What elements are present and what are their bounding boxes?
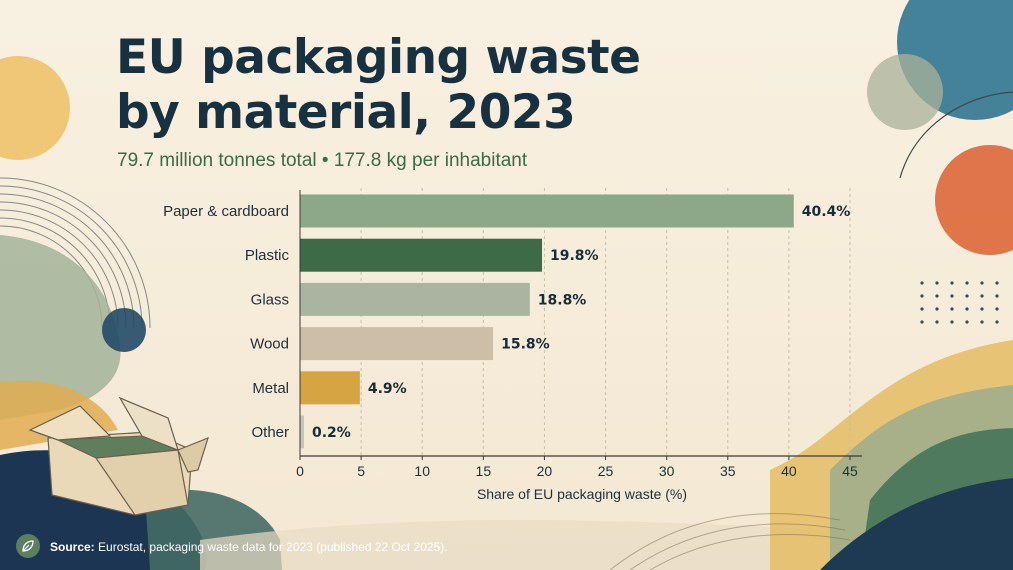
x-tick-label-8: 40 <box>781 463 797 479</box>
value-label-0: 40.4% <box>802 204 851 220</box>
x-tick-label-3: 15 <box>476 463 492 479</box>
category-label-1: Plastic <box>245 247 290 264</box>
source-note: Source: Eurostat, packaging waste data f… <box>50 540 448 554</box>
source-label: Source: <box>50 540 95 554</box>
bar-0 <box>300 194 794 228</box>
decor-wave-lines <box>609 513 851 570</box>
value-label-5: 0.2% <box>312 425 351 441</box>
bar-1 <box>300 238 542 272</box>
decor-dot-navy <box>102 308 146 352</box>
category-label-4: Metal <box>252 380 289 397</box>
category-label-0: Paper & cardboard <box>163 203 289 220</box>
value-label-1: 19.8% <box>550 248 599 264</box>
chart-title-line-1: EU packaging waste <box>116 30 641 85</box>
value-label-4: 4.9% <box>368 381 407 397</box>
category-label-5: Other <box>251 424 289 441</box>
decor-dot-grid <box>920 281 999 324</box>
category-label-2: Glass <box>251 291 289 308</box>
chart-title: EU packaging waste by material, 2023 <box>116 30 736 140</box>
value-label-2: 18.8% <box>538 292 587 308</box>
decor-sun-yellow <box>0 56 70 160</box>
source-text: Eurostat, packaging waste data for 2023 … <box>98 540 448 554</box>
chart-gridlines <box>360 188 851 456</box>
cardboard-box-icon <box>28 396 209 516</box>
decor-arc-line <box>899 91 1013 179</box>
bar-5 <box>300 415 304 449</box>
chart-value-labels: 40.4% 19.8% 18.8% 15.8% 4.9% 0.2% <box>312 204 850 441</box>
decor-hill-navy-right <box>820 478 1013 570</box>
bar-2 <box>300 282 530 316</box>
category-label-3: Wood <box>250 336 289 353</box>
source-badge <box>16 534 40 558</box>
chart-x-axis: 0 5 10 15 20 25 30 35 40 45 <box>296 190 862 479</box>
decor-blob-sage <box>867 54 943 130</box>
chart-subtitle: 79.7 million tonnes total • 177.8 kg per… <box>117 150 528 171</box>
x-tick-label-7: 35 <box>720 463 736 479</box>
x-tick-label-4: 20 <box>537 463 553 479</box>
bar-4 <box>300 371 360 405</box>
x-tick-label-2: 10 <box>414 463 430 479</box>
decor-ground-strip <box>200 520 840 570</box>
leaf-icon <box>22 540 34 552</box>
x-tick-label-0: 0 <box>296 463 304 479</box>
x-axis-title: Share of EU packaging waste (%) <box>477 486 687 502</box>
chart-category-labels: Paper & cardboard Plastic Glass Wood Metal Ot… <box>163 203 289 441</box>
decor-hill-sage-left <box>0 235 121 420</box>
chart-bars <box>300 194 794 449</box>
x-tick-label-6: 30 <box>659 463 675 479</box>
x-tick-label-5: 25 <box>598 463 614 479</box>
value-label-3: 15.8% <box>501 337 550 353</box>
chart-title-line-2: by material, 2023 <box>116 85 576 140</box>
x-tick-label-1: 5 <box>357 463 365 479</box>
bar-3 <box>300 327 494 361</box>
decor-sun-orange <box>935 145 1013 255</box>
x-tick-label-9: 45 <box>842 463 858 479</box>
